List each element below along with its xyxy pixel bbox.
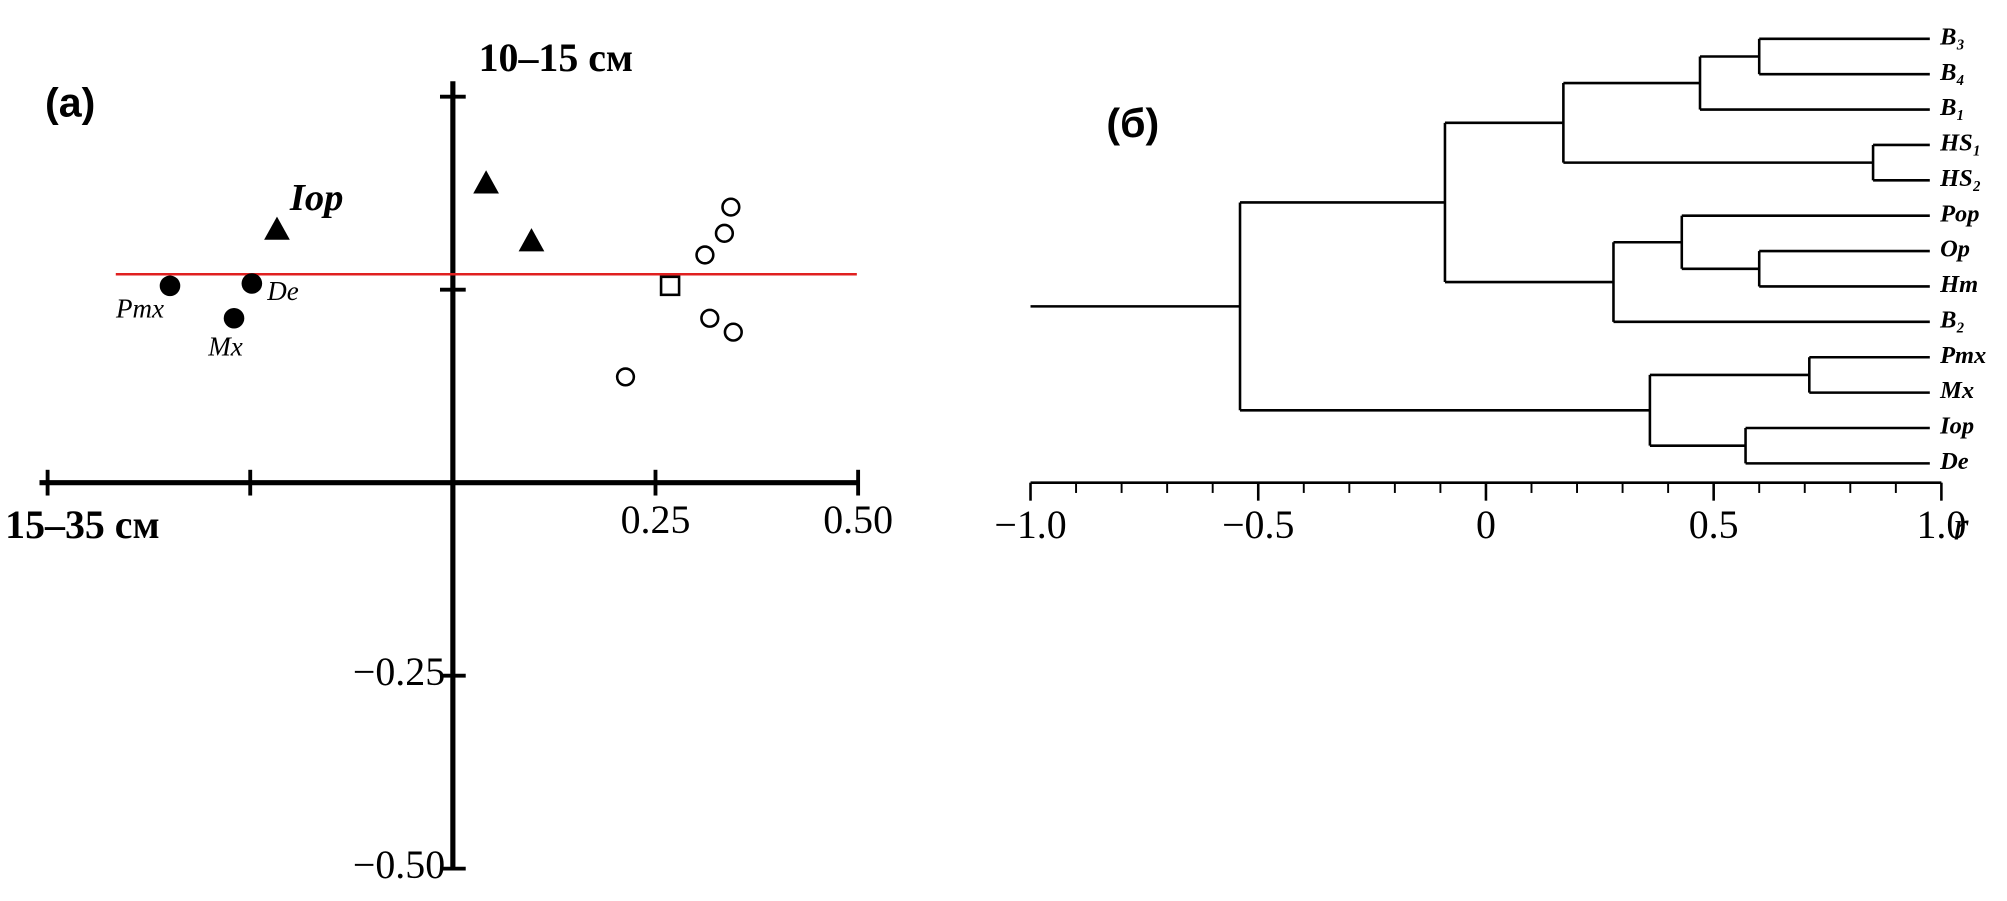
x-tick-label: 0 [1476,502,1496,547]
x-axis-title: 15–35 см [5,502,160,547]
point [241,273,263,294]
point [264,216,290,240]
leaf-label: HS₁ [1939,130,1981,157]
point [714,223,735,243]
point [159,275,181,297]
point [518,228,545,252]
point [700,308,720,328]
leaf-label: Pop [1939,200,1979,227]
leaf-label: Pmx [1939,342,1986,369]
point [723,322,743,342]
point [695,245,715,265]
point [659,275,681,297]
y-tick-label: −0.25 [353,649,445,694]
x-tick-label: 1.0 [1916,502,1966,547]
y-tick-label: −0.50 [353,842,445,887]
x-axis-title: r [1953,503,1969,548]
x-tick-label: 0.25 [621,497,691,542]
leaf-label: Hm [1939,271,1978,298]
x-tick-label: 0.5 [1689,502,1739,547]
leaf-label: B₃ [1939,23,1965,50]
leaf-label: Iop [1939,413,1974,440]
point [473,170,499,194]
point-label: Pmx [115,294,164,324]
leaf-label: Op [1940,236,1970,263]
leaf-label: Mx [1939,377,1974,404]
panel-label: (a) [45,80,95,126]
y-axis-title: 10–15 см [479,35,634,80]
leaf-label: De [1939,448,1969,475]
leaf-label: HS₂ [1939,165,1981,192]
x-tick-label: −0.5 [1222,502,1294,547]
point [721,197,741,217]
x-tick-label: −1.0 [994,502,1066,547]
point [615,367,636,387]
point [223,307,245,329]
panel-label: (б) [1106,100,1159,146]
leaf-label: B₄ [1939,59,1965,86]
leaf-label: B₁ [1939,94,1965,121]
point-label: Mx [207,331,242,361]
point-label: De [266,276,298,306]
x-tick-label: 0.50 [823,497,893,542]
leaf-label: B₂ [1939,306,1965,333]
point-label: Iop [289,177,344,219]
